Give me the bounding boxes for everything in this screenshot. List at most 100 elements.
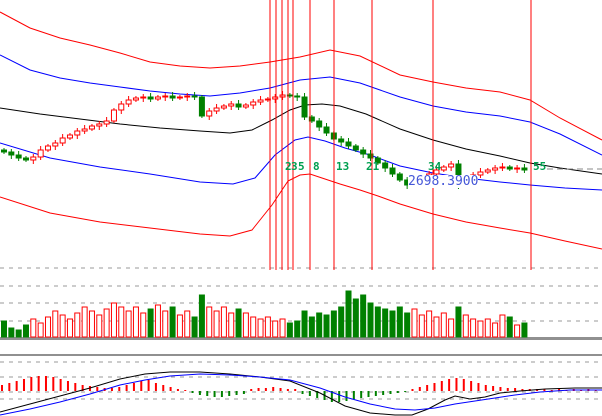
candlestick[interactable] bbox=[294, 93, 301, 101]
candlestick[interactable] bbox=[44, 144, 51, 152]
candlestick[interactable] bbox=[404, 177, 411, 189]
macd-histogram-bar-up bbox=[558, 389, 561, 391]
volume-bar bbox=[162, 310, 169, 338]
candlestick[interactable] bbox=[323, 123, 330, 136]
candlestick[interactable] bbox=[30, 154, 37, 164]
candlestick[interactable] bbox=[213, 104, 220, 114]
candlestick[interactable] bbox=[176, 95, 183, 100]
candlestick[interactable] bbox=[140, 94, 147, 102]
volume-bar bbox=[154, 304, 161, 338]
candlestick[interactable] bbox=[382, 160, 389, 172]
candlestick[interactable] bbox=[154, 95, 161, 101]
candlestick[interactable] bbox=[367, 150, 374, 161]
candlestick[interactable] bbox=[506, 165, 513, 171]
candlestick[interactable] bbox=[8, 149, 15, 159]
candlestick[interactable] bbox=[462, 178, 469, 188]
candlestick[interactable] bbox=[74, 128, 81, 139]
candlestick[interactable] bbox=[374, 156, 381, 165]
candlestick[interactable] bbox=[66, 133, 73, 140]
candlestick[interactable] bbox=[132, 96, 139, 102]
candlestick[interactable] bbox=[396, 172, 403, 182]
candlestick[interactable] bbox=[162, 93, 169, 101]
price-pane[interactable] bbox=[0, 11, 602, 250]
candlestick[interactable] bbox=[499, 163, 506, 171]
candlestick[interactable] bbox=[470, 172, 477, 184]
candlestick[interactable] bbox=[103, 117, 110, 127]
candlestick[interactable] bbox=[52, 140, 59, 150]
volume-bar bbox=[411, 308, 418, 338]
candlestick[interactable] bbox=[448, 161, 455, 171]
candlestick[interactable] bbox=[433, 166, 440, 177]
candlestick[interactable] bbox=[301, 93, 308, 120]
candlestick[interactable] bbox=[418, 176, 425, 184]
candlestick[interactable] bbox=[198, 95, 205, 118]
candlestick[interactable] bbox=[81, 125, 88, 134]
candlestick[interactable] bbox=[345, 138, 352, 149]
macd-pane[interactable] bbox=[0, 354, 602, 416]
candle-body bbox=[294, 95, 301, 98]
candlestick[interactable] bbox=[440, 165, 447, 172]
candlestick[interactable] bbox=[118, 101, 125, 114]
candlestick[interactable] bbox=[492, 165, 499, 174]
candlestick[interactable] bbox=[308, 115, 315, 123]
candlestick[interactable] bbox=[455, 160, 462, 189]
candlestick[interactable] bbox=[147, 93, 154, 102]
candlestick[interactable] bbox=[88, 124, 95, 131]
volume-bar bbox=[1, 320, 7, 338]
candle-body bbox=[455, 163, 462, 187]
volume-bar bbox=[228, 312, 235, 338]
candle-body bbox=[301, 96, 308, 118]
candlestick[interactable] bbox=[184, 93, 191, 101]
candlestick[interactable] bbox=[125, 96, 132, 107]
candlestick[interactable] bbox=[250, 99, 257, 109]
candlestick[interactable] bbox=[389, 164, 396, 177]
candle-body bbox=[228, 103, 235, 107]
candle-body bbox=[184, 95, 191, 98]
macd-histogram-bar-down bbox=[338, 391, 341, 402]
candlestick[interactable] bbox=[1, 148, 7, 154]
volume-bar bbox=[352, 298, 359, 338]
candlestick[interactable] bbox=[477, 168, 484, 178]
candlestick[interactable] bbox=[22, 156, 29, 162]
candle-body bbox=[323, 126, 330, 134]
candlestick[interactable] bbox=[272, 94, 279, 103]
fib-time-zone-lines[interactable] bbox=[269, 0, 532, 270]
candlestick[interactable] bbox=[235, 100, 242, 110]
candlestick[interactable] bbox=[15, 151, 22, 161]
candlestick[interactable] bbox=[96, 121, 103, 130]
candlestick[interactable] bbox=[286, 93, 293, 98]
candlestick[interactable] bbox=[206, 108, 213, 120]
candle-body bbox=[125, 99, 132, 105]
candle-body bbox=[470, 174, 477, 181]
volume-bar bbox=[96, 314, 103, 338]
candlestick[interactable] bbox=[514, 165, 521, 173]
macd-histogram-bar-up bbox=[59, 379, 62, 391]
candlestick[interactable] bbox=[338, 136, 345, 146]
candlestick[interactable] bbox=[411, 178, 418, 188]
candlestick[interactable] bbox=[279, 91, 286, 100]
volume-bar bbox=[44, 316, 51, 338]
volume-bar bbox=[286, 322, 293, 338]
candlestick[interactable] bbox=[242, 103, 249, 109]
candlestick[interactable] bbox=[59, 134, 66, 146]
candlestick[interactable] bbox=[220, 104, 227, 110]
candle-body bbox=[411, 181, 418, 186]
volume-bar bbox=[22, 324, 29, 338]
candlestick[interactable] bbox=[316, 118, 323, 131]
volume-bar bbox=[360, 294, 367, 338]
candlestick[interactable] bbox=[110, 108, 117, 123]
candlestick[interactable] bbox=[191, 92, 198, 100]
volume-pane[interactable] bbox=[0, 267, 602, 340]
band-red-upper bbox=[0, 11, 602, 141]
candlestick[interactable] bbox=[484, 168, 491, 174]
candlestick[interactable] bbox=[169, 92, 176, 101]
candlestick[interactable] bbox=[521, 164, 528, 173]
candlestick[interactable] bbox=[352, 144, 359, 152]
candlestick[interactable] bbox=[228, 101, 235, 110]
candlestick[interactable] bbox=[257, 96, 264, 105]
candlestick[interactable] bbox=[37, 146, 44, 160]
candlestick[interactable] bbox=[360, 147, 367, 158]
volume-bar bbox=[316, 312, 323, 338]
macd-histogram-bar-up bbox=[81, 385, 84, 391]
